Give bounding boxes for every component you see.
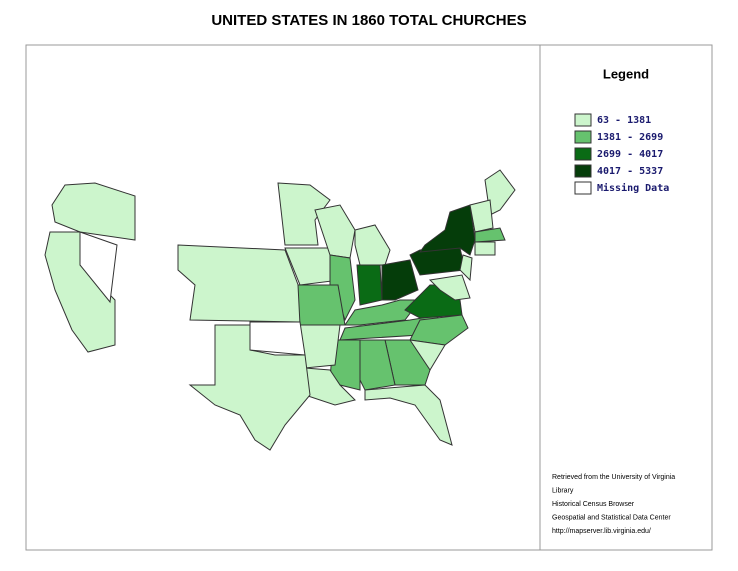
legend-label: 63 - 1381 <box>597 115 651 126</box>
legend-swatch <box>574 130 592 144</box>
legend: 63 - 1381 1381 - 2699 2699 - 4017 4017 - 53… <box>574 113 669 195</box>
title: UNITED STATES IN 1860 TOTAL CHURCHES <box>211 12 526 29</box>
credit-line: Historical Census Browser <box>552 501 635 508</box>
legend-swatch <box>574 181 592 195</box>
legend-label: 2699 - 4017 <box>597 149 663 160</box>
credit-line: http://mapserver.lib.virginia.edu/ <box>552 528 651 535</box>
credit-line: Library <box>552 487 574 494</box>
credit-line: Geospatial and Statistical Data Center <box>552 514 671 521</box>
credit-line: Retrieved from the University of Virgini… <box>552 474 675 481</box>
map <box>44 169 516 451</box>
frame <box>25 44 713 551</box>
legend-swatch <box>574 113 592 127</box>
credits: Retrieved from the University of Virgini… <box>552 474 675 535</box>
legend-title: Legend <box>603 66 649 81</box>
legend-label: 4017 - 5337 <box>597 166 663 177</box>
legend-label: Missing Data <box>597 182 669 194</box>
legend-swatch <box>574 164 592 178</box>
legend-swatch <box>574 147 592 161</box>
legend-label: 1381 - 2699 <box>597 132 663 143</box>
